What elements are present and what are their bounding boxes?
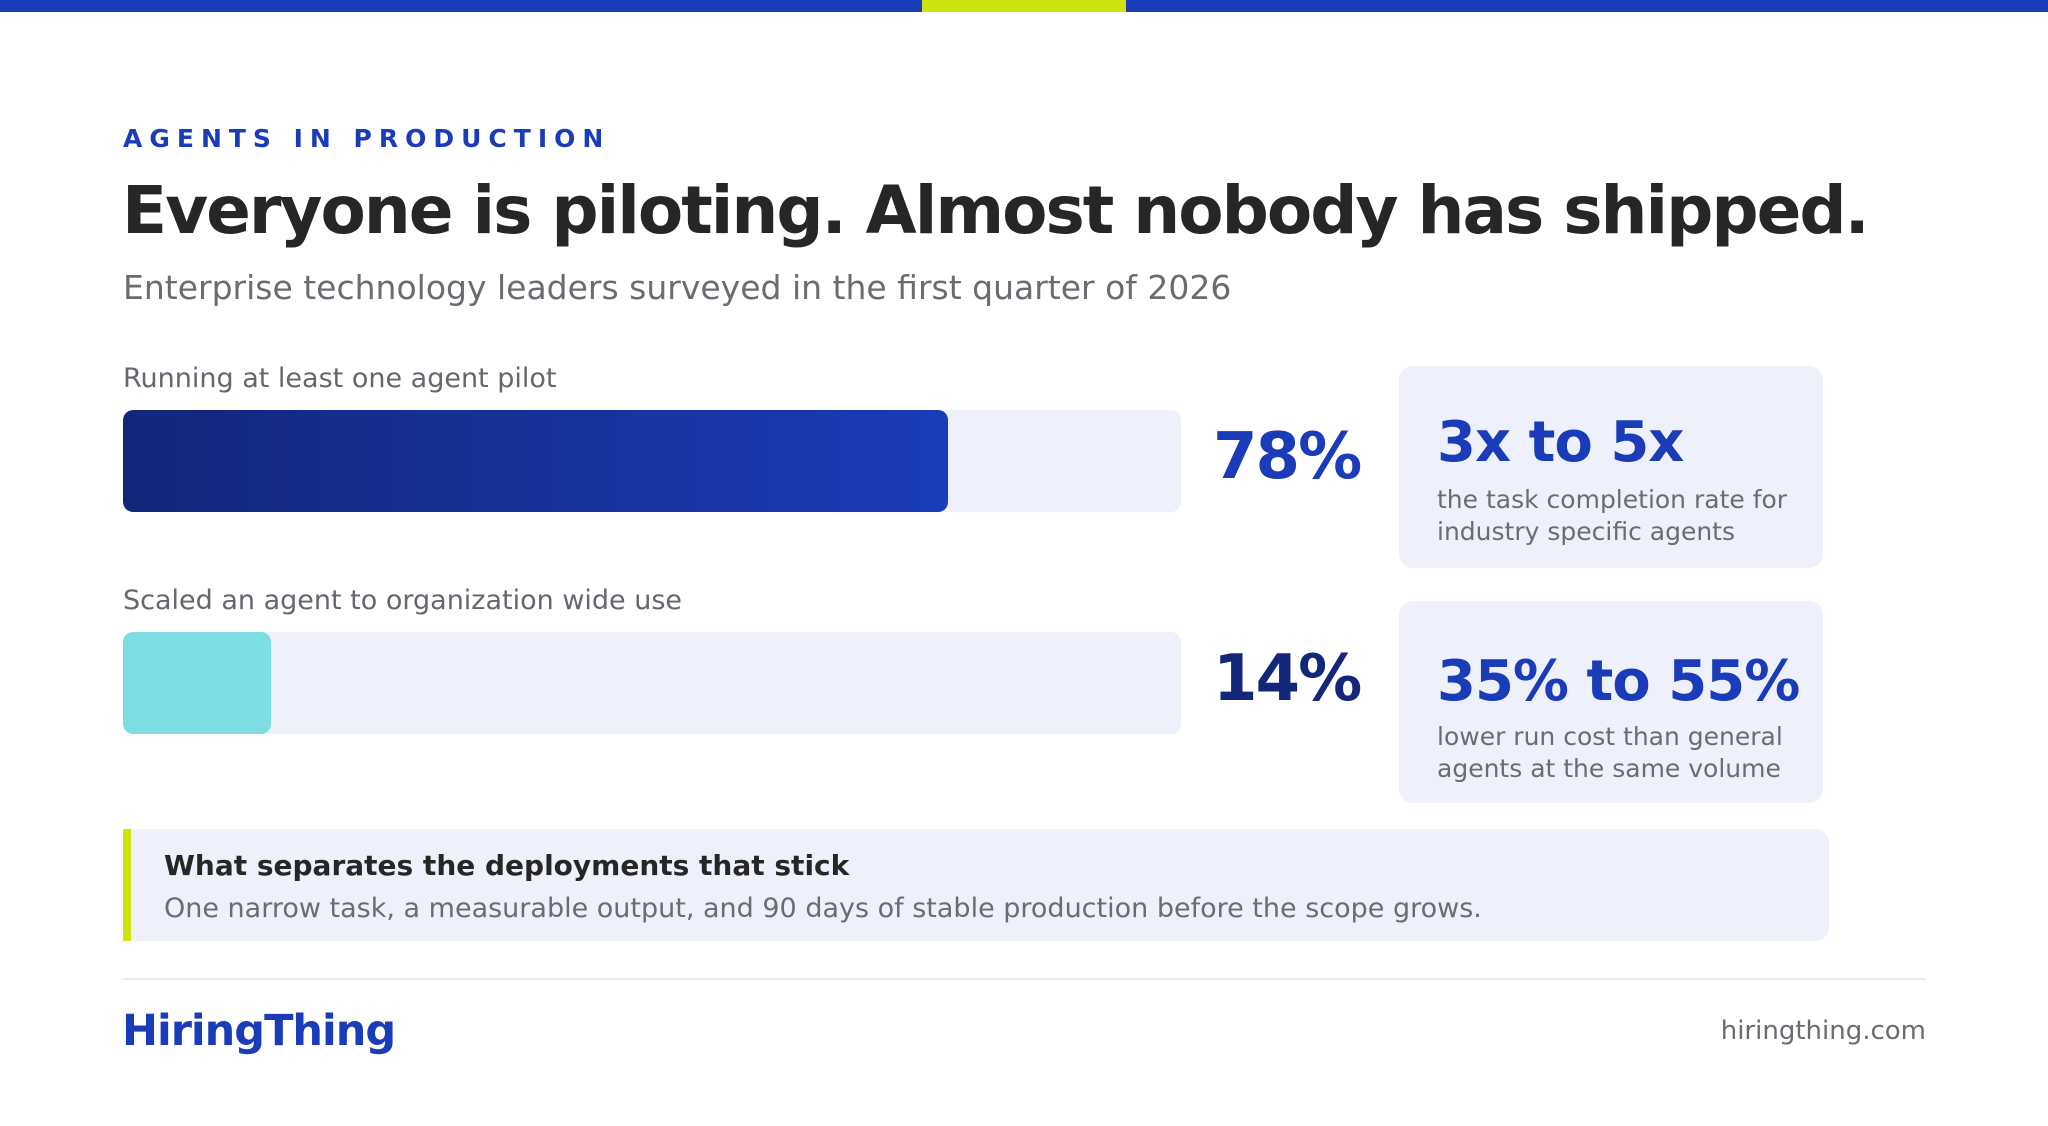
page-title: Everyone is piloting. Almost nobody has … <box>122 172 1870 249</box>
bar-scaled <box>123 632 272 734</box>
callout-title: What separates the deployments that stic… <box>164 849 850 882</box>
bar-pilot <box>123 410 949 512</box>
bar-track-scaled <box>123 632 1181 734</box>
stat-desc-completion: the task completion rate for industry sp… <box>1437 485 1788 546</box>
callout-accent-border <box>123 829 131 941</box>
stat-card-completion: 3x to 5x the task completion rate for in… <box>1399 366 1823 568</box>
brand-logo: HiringThing <box>122 1006 396 1056</box>
stat-value-completion: 3x to 5x <box>1437 410 1684 475</box>
stat-desc-cost: lower run cost than general agents at th… <box>1437 722 1783 783</box>
footer-website: hiringthing.com <box>1720 1016 1926 1046</box>
stat-card-cost: 35% to 55% lower run cost than general a… <box>1399 601 1823 803</box>
footer-divider <box>123 978 1926 980</box>
top-lime-accent <box>922 0 1126 12</box>
stat-value-cost: 35% to 55% <box>1437 649 1800 714</box>
eyebrow-label: AGENTS IN PRODUCTION <box>123 124 611 153</box>
bar-track-pilot <box>123 410 1181 512</box>
bar-value-scaled: 14% <box>1213 642 1362 716</box>
bar-label-scaled: Scaled an agent to organization wide use <box>123 585 683 616</box>
callout-box: What separates the deployments that stic… <box>123 829 1829 941</box>
bar-label-pilot: Running at least one agent pilot <box>123 363 557 394</box>
bar-value-pilot: 78% <box>1213 420 1362 494</box>
page-subtitle: Enterprise technology leaders surveyed i… <box>123 268 1232 307</box>
callout-body: One narrow task, a measurable output, an… <box>164 893 1482 924</box>
